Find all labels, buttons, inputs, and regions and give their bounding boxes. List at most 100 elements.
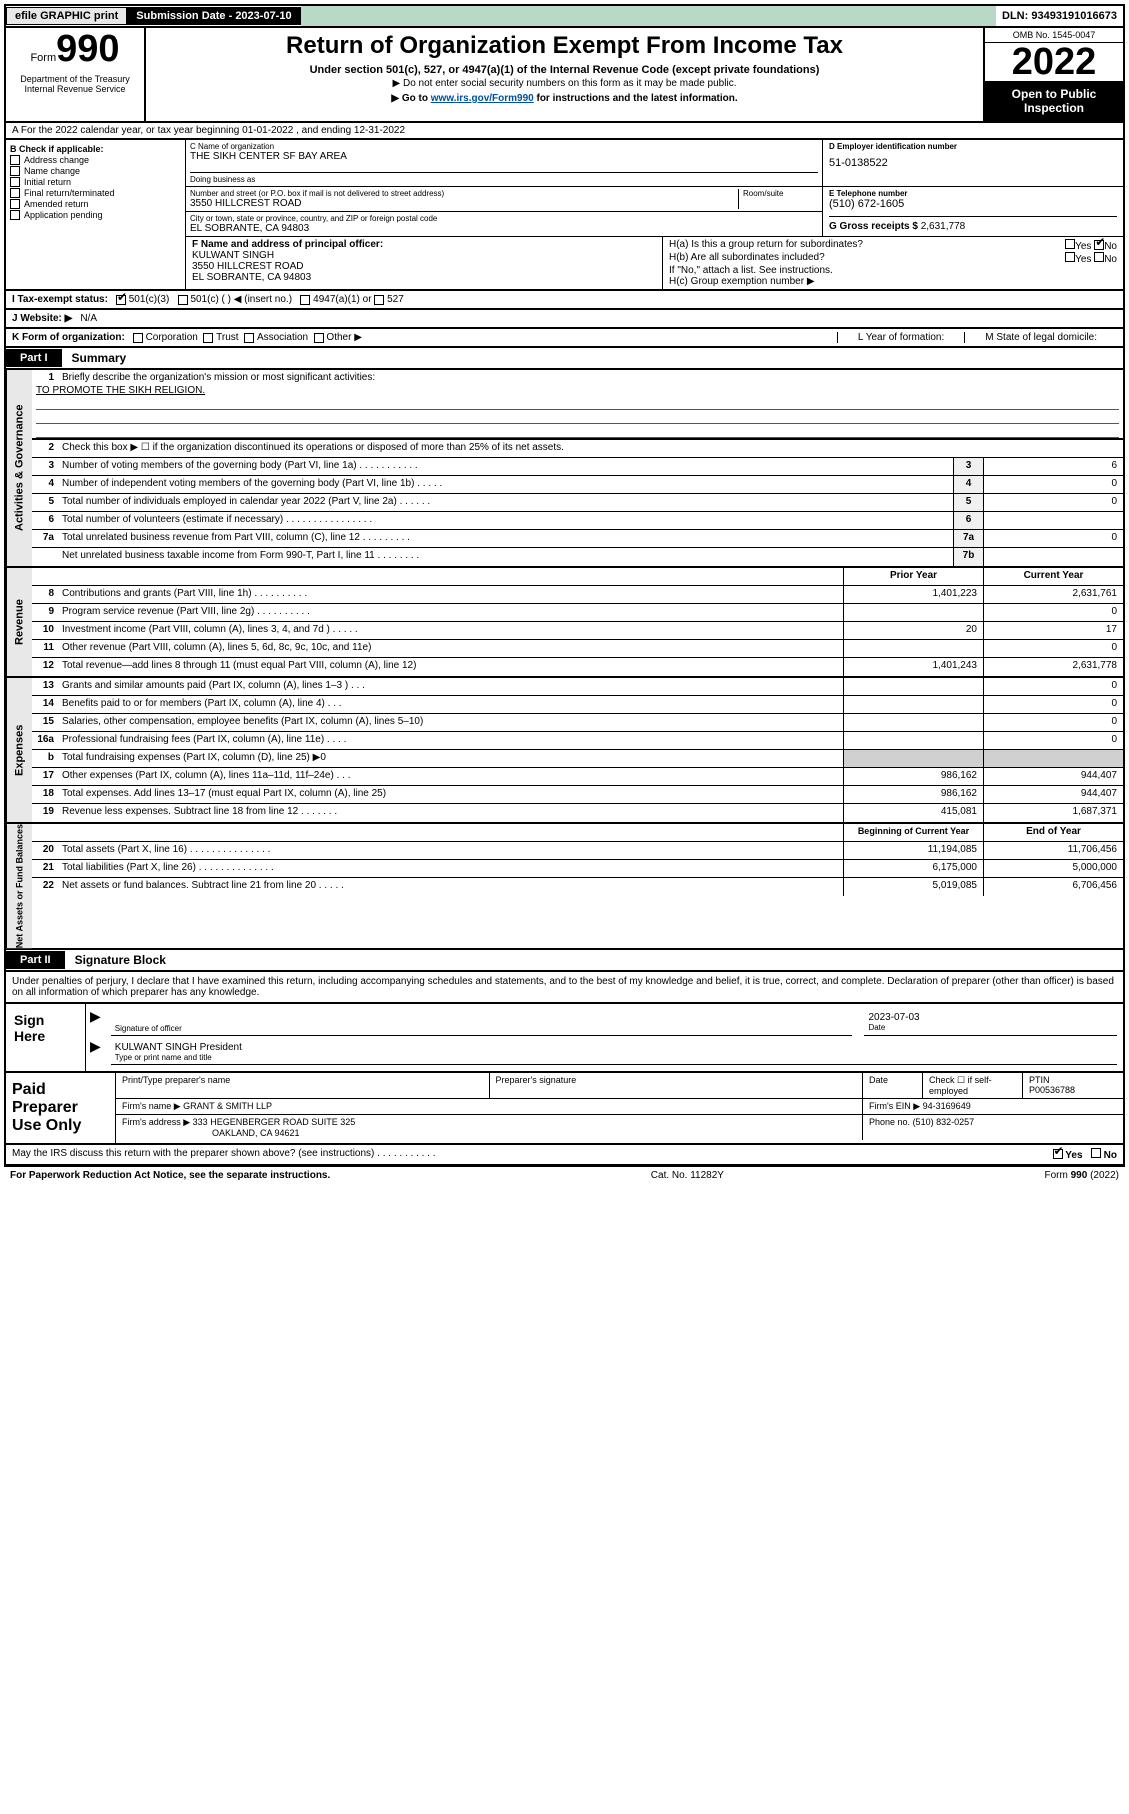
line-13-cy: 0	[983, 678, 1123, 695]
b-item-2: Initial return	[24, 177, 71, 187]
entity-block: B Check if applicable: Address change Na…	[4, 140, 1125, 291]
chk-hb-yes[interactable]	[1065, 252, 1075, 262]
address-left: Number and street (or P.O. box if mail i…	[186, 187, 823, 236]
name-label: Type or print name and title	[115, 1053, 1113, 1062]
line-7b-desc: Net unrelated business taxable income fr…	[58, 548, 953, 566]
line-3-num: 3	[32, 458, 58, 475]
chk-527[interactable]	[374, 295, 384, 305]
chk-application-pending[interactable]	[10, 210, 20, 220]
row-k: K Form of organization: Corporation Trus…	[4, 329, 1125, 348]
submission-date-button[interactable]: Submission Date - 2023-07-10	[127, 7, 300, 25]
line-10-desc: Investment income (Part VIII, column (A)…	[58, 622, 843, 639]
arrow-icon-2: ▶	[90, 1038, 101, 1067]
line-11-py	[843, 640, 983, 657]
column-b: B Check if applicable: Address change Na…	[6, 140, 186, 289]
k-label: K Form of organization:	[12, 332, 125, 343]
side-net-assets: Net Assets or Fund Balances	[6, 824, 32, 948]
line-22-py: 5,019,085	[843, 878, 983, 896]
k-opt-3: Other ▶	[326, 332, 361, 343]
chk-address-change[interactable]	[10, 155, 20, 165]
m-label: M State of legal domicile:	[964, 332, 1117, 343]
chk-hb-no[interactable]	[1094, 252, 1104, 262]
line-4-rn: 4	[953, 476, 983, 493]
line-7a-cy: 0	[983, 530, 1123, 547]
may-discuss-row: May the IRS discuss this return with the…	[4, 1145, 1125, 1166]
chk-corp[interactable]	[133, 333, 143, 343]
i-opt-3: 527	[387, 294, 404, 305]
line-12-cy: 2,631,778	[983, 658, 1123, 676]
line-6-cy	[983, 512, 1123, 529]
phone-value: (510) 672-1605	[829, 198, 1117, 210]
b-item-5: Application pending	[24, 210, 103, 220]
line-1-num: 1	[32, 370, 58, 385]
line-16b-num: b	[32, 750, 58, 767]
g-label: G Gross receipts $	[829, 221, 918, 232]
line-12-desc: Total revenue—add lines 8 through 11 (mu…	[58, 658, 843, 676]
row-j: J Website: ▶ N/A	[4, 310, 1125, 329]
chk-final-return[interactable]	[10, 188, 20, 198]
ein-cell: D Employer identification number 51-0138…	[823, 140, 1123, 186]
addr-label: Number and street (or P.O. box if mail i…	[190, 189, 738, 198]
line-8-py: 1,401,223	[843, 586, 983, 603]
ptin-value: P00536788	[1029, 1085, 1117, 1095]
line-13-num: 13	[32, 678, 58, 695]
may-yes: Yes	[1065, 1150, 1082, 1161]
line-21-desc: Total liabilities (Part X, line 26) . . …	[58, 860, 843, 877]
chk-ha-yes[interactable]	[1065, 239, 1075, 249]
chk-4947[interactable]	[300, 295, 310, 305]
line-2-num: 2	[32, 440, 58, 457]
b-item-3: Final return/terminated	[24, 188, 115, 198]
chk-501c3[interactable]	[116, 295, 126, 305]
officer-addr1: 3550 HILLCREST ROAD	[192, 261, 656, 272]
line-8-num: 8	[32, 586, 58, 603]
part2-tab: Part II	[6, 951, 65, 969]
mission-text: TO PROMOTE THE SIKH RELIGION.	[36, 385, 1119, 396]
open-public-badge: Open to Public Inspection	[985, 81, 1123, 121]
line-15-desc: Salaries, other compensation, employee b…	[58, 714, 843, 731]
hb-label: H(b) Are all subordinates included?	[669, 252, 825, 265]
firm-ein-value: 94-3169649	[923, 1101, 971, 1111]
firm-ein-label: Firm's EIN ▶	[869, 1101, 920, 1111]
line-7b-cy	[983, 548, 1123, 566]
chk-assoc[interactable]	[244, 333, 254, 343]
line-15-num: 15	[32, 714, 58, 731]
line-16a-py	[843, 732, 983, 749]
part2-header: Part II Signature Block	[4, 950, 1125, 972]
line-5-num: 5	[32, 494, 58, 511]
line-17-desc: Other expenses (Part IX, column (A), lin…	[58, 768, 843, 785]
line-4-desc: Number of independent voting members of …	[58, 476, 953, 493]
efile-button[interactable]: efile GRAPHIC print	[6, 7, 127, 25]
city-label: City or town, state or province, country…	[190, 214, 818, 223]
prep-sig-hdr: Preparer's signature	[490, 1073, 864, 1098]
ha-no: No	[1104, 241, 1117, 252]
part1-header: Part I Summary	[4, 348, 1125, 370]
irs-link[interactable]: www.irs.gov/Form990	[431, 93, 534, 104]
subtitle-2: ▶ Do not enter social security numbers o…	[154, 78, 975, 89]
row-i: I Tax-exempt status: 501(c)(3) 501(c) ( …	[4, 291, 1125, 310]
subtitle-3: ▶ Go to www.irs.gov/Form990 for instruct…	[154, 93, 975, 104]
part1-title: Summary	[62, 348, 137, 368]
chk-ha-no[interactable]	[1094, 240, 1104, 250]
chk-initial-return[interactable]	[10, 177, 20, 187]
line-16a-num: 16a	[32, 732, 58, 749]
line-9-py	[843, 604, 983, 621]
title-cell: Return of Organization Exempt From Incom…	[146, 28, 983, 121]
phone-label: Phone no.	[869, 1117, 910, 1127]
line-15-py	[843, 714, 983, 731]
chk-may-no[interactable]	[1091, 1148, 1101, 1158]
line-14-py	[843, 696, 983, 713]
chk-501c[interactable]	[178, 295, 188, 305]
side-revenue: Revenue	[6, 568, 32, 676]
line-5-cy: 0	[983, 494, 1123, 511]
chk-amended-return[interactable]	[10, 199, 20, 209]
chk-other[interactable]	[314, 333, 324, 343]
chk-may-yes[interactable]	[1053, 1149, 1063, 1159]
line-15-cy: 0	[983, 714, 1123, 731]
line-18-desc: Total expenses. Add lines 13–17 (must eq…	[58, 786, 843, 803]
chk-name-change[interactable]	[10, 166, 20, 176]
chk-trust[interactable]	[203, 333, 213, 343]
preparer-block: Paid Preparer Use Only Print/Type prepar…	[4, 1073, 1125, 1145]
line-16a-cy: 0	[983, 732, 1123, 749]
line-9-cy: 0	[983, 604, 1123, 621]
hc-label: H(c) Group exemption number ▶	[669, 276, 1117, 287]
